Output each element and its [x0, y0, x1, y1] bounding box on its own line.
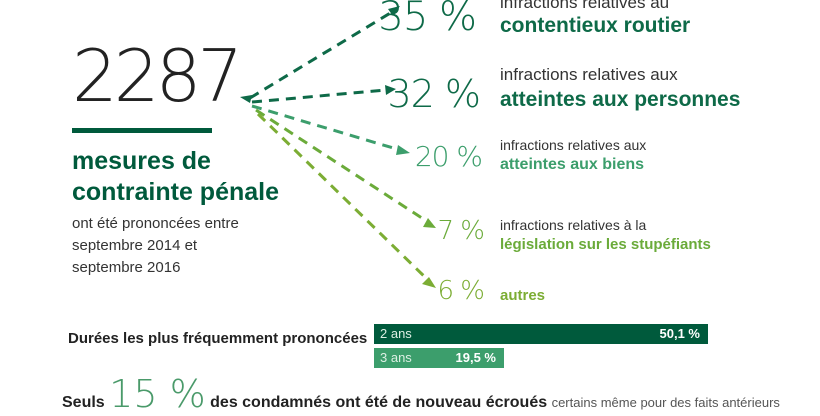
duration-bar-3-ans-value: 19,5 % [455, 350, 496, 365]
bottom-statement: Seuls 15 % des condamnés ont été de nouv… [62, 372, 780, 416]
duration-bar-2-ans-label: 2 ans [380, 326, 412, 341]
category-personnes-bold: atteintes aux personnes [500, 88, 741, 111]
category-biens: infractions relatives aux atteintes aux … [500, 136, 646, 176]
category-autres-bold: autres [500, 287, 546, 304]
category-routier: infractions relatives au contentieux rou… [500, 0, 690, 39]
arrow-line-autres [256, 112, 430, 282]
category-personnes-small: infractions relatives aux [500, 65, 678, 84]
duration-bar-2-ans-value: 50,1 % [659, 326, 700, 341]
arrow-head-stupefiants [423, 218, 436, 228]
total-underline [72, 128, 212, 133]
arrow-head-routier [388, 6, 400, 16]
arrow-head-autres [422, 277, 436, 288]
category-biens-small: infractions relatives aux [500, 137, 647, 153]
subtext-line-1: ont été prononcées entre [72, 215, 239, 232]
bottom-pct: 15 % [109, 372, 206, 416]
subtext-line-3: septembre 2016 [72, 259, 181, 276]
bottom-prefix: Seuls [62, 394, 105, 411]
category-stupefiants-bold: législation sur les stupéfiants [500, 236, 711, 253]
category-biens-bold: atteintes aux biens [500, 156, 645, 173]
category-stupefiants: infractions relatives à la législation s… [500, 216, 711, 256]
pct-autres: 6 % [437, 276, 485, 306]
arrow-head-biens [396, 145, 410, 155]
bottom-middle: des condamnés ont été de nouveau écroués [210, 394, 548, 411]
pct-stupefiants: 7 % [437, 216, 485, 246]
arrow-line-stupefiants [255, 108, 429, 224]
durations-title: Durées les plus fréquemment prononcées [68, 330, 368, 347]
duration-bar-3-ans-label: 3 ans [380, 350, 412, 365]
category-personnes: infractions relatives aux atteintes aux … [500, 64, 740, 114]
bottom-suffix: certains même pour des faits antérieurs [551, 395, 780, 410]
category-routier-bold: contentieux routier [500, 14, 691, 37]
pct-biens: 20 % [414, 140, 483, 173]
pct-routier: 35 % [378, 0, 477, 40]
arrow-head-personnes [385, 85, 396, 95]
duration-bar-2-ans: 2 ans 50,1 % [374, 324, 708, 344]
category-autres: autres [500, 285, 545, 307]
arrow-origin-icon [240, 95, 252, 103]
subtext-line-2: septembre 2014 et [72, 237, 198, 254]
arrow-line-biens [251, 104, 401, 152]
headline-line-1: mesures de [72, 147, 211, 175]
headline: mesures de contrainte pénale [72, 146, 302, 208]
headline-line-2: contrainte pénale [72, 178, 279, 206]
subtext: ont été prononcées entre septembre 2014 … [72, 213, 272, 279]
arrow-line-routier [249, 10, 393, 100]
category-routier-small: infractions relatives au [500, 0, 670, 12]
pct-personnes: 32 % [387, 72, 481, 116]
duration-bar-3-ans: 3 ans 19,5 % [374, 348, 504, 368]
category-stupefiants-small: infractions relatives à la [500, 217, 647, 233]
dashed-arrows [240, 6, 436, 288]
arrow-line-personnes [251, 88, 387, 104]
